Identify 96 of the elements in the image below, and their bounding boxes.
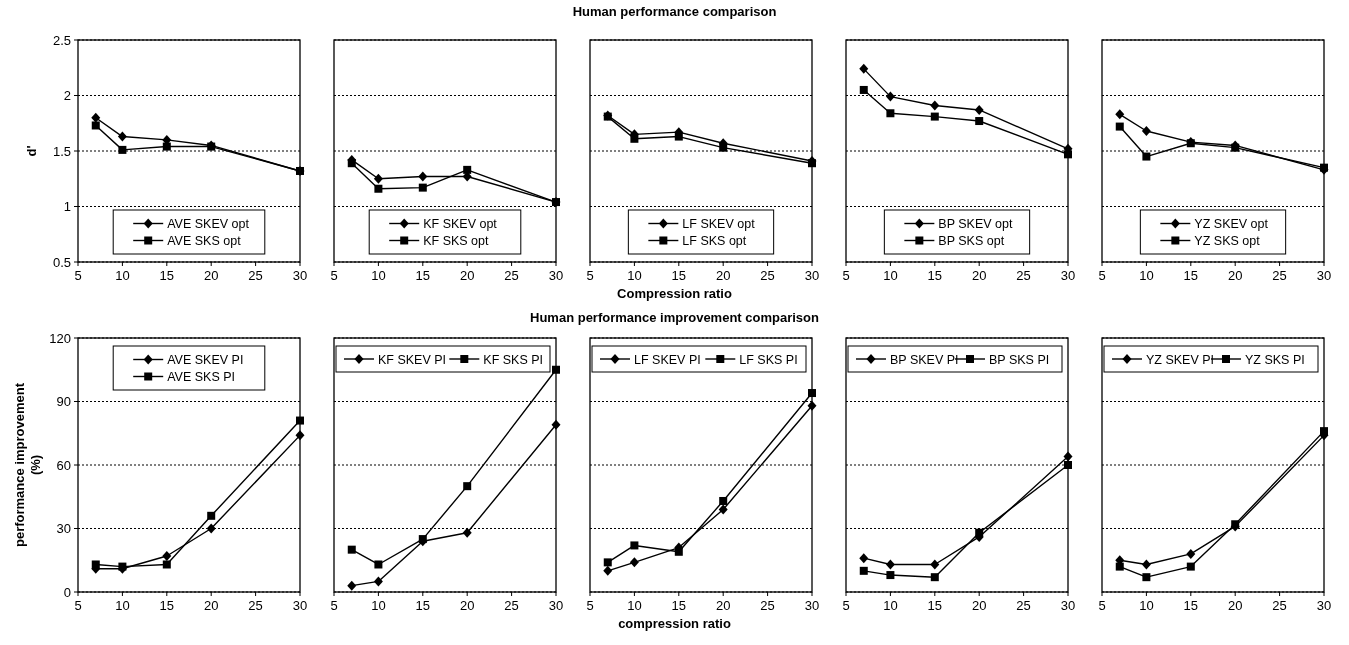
x-tick-label: 15: [927, 268, 943, 283]
y-tick-label: 2: [63, 88, 71, 103]
legend-label: LF SKEV PI: [634, 352, 701, 367]
chart-title: Human performance improvement comparison: [530, 310, 820, 325]
x-tick-label: 30: [292, 598, 308, 613]
x-tick-label: 25: [504, 268, 519, 283]
x-axis-title: compression ratio: [618, 616, 731, 631]
x-axis-title: Compression ratio: [617, 286, 732, 301]
legend-label: BP SKS PI: [989, 352, 1050, 367]
y-tick-label: 60: [56, 457, 71, 473]
x-tick-label: 25: [248, 598, 263, 613]
legend-label: LF SKS opt: [682, 234, 747, 248]
x-tick-label: 25: [760, 268, 775, 283]
x-tick-label: 25: [248, 268, 263, 283]
x-tick-label: 10: [115, 598, 130, 613]
x-tick-label: 30: [804, 598, 820, 613]
legend-label: LF SKS PI: [739, 352, 798, 367]
legend-label: AVE SKS opt: [167, 234, 242, 248]
y-axis-title: d': [24, 145, 39, 157]
x-tick-label: 5: [330, 268, 338, 283]
x-tick-label: 5: [1098, 268, 1106, 283]
x-tick-label: 20: [459, 598, 475, 613]
x-tick-label: 10: [115, 268, 130, 283]
x-tick-label: 5: [586, 598, 594, 613]
y-tick-label: 1.5: [52, 143, 71, 159]
y-tick-label: 90: [56, 394, 71, 409]
y-tick-label: 0.5: [52, 254, 71, 270]
x-tick-label: 5: [330, 598, 338, 613]
x-tick-label: 5: [842, 598, 850, 613]
x-tick-label: 5: [74, 268, 82, 283]
x-tick-label: 5: [74, 598, 82, 613]
x-tick-label: 25: [1272, 268, 1287, 283]
legend-label: YZ SKS PI: [1245, 352, 1305, 367]
x-tick-label: 10: [627, 268, 642, 283]
x-tick-label: 30: [804, 268, 820, 283]
legend-label: KF SKS PI: [483, 352, 544, 367]
y-tick-label: 1: [63, 199, 71, 214]
x-tick-label: 30: [1316, 268, 1332, 283]
y-tick-label: 0: [63, 584, 71, 600]
legend-label: AVE SKEV PI: [167, 353, 244, 367]
x-tick-label: 20: [1227, 598, 1243, 613]
y-tick-label: 120: [49, 330, 71, 346]
legend-label: YZ SKS opt: [1194, 234, 1261, 248]
legend-label: YZ SKEV opt: [1194, 217, 1269, 231]
x-tick-label: 10: [1139, 598, 1154, 613]
x-tick-label: 25: [760, 598, 775, 613]
x-tick-label: 5: [1098, 598, 1106, 613]
legend-label: LF SKEV opt: [682, 217, 756, 231]
x-tick-label: 25: [1016, 268, 1031, 283]
x-tick-label: 15: [927, 598, 943, 613]
x-tick-label: 20: [715, 598, 731, 613]
x-tick-label: 20: [1227, 268, 1243, 283]
legend-label: KF SKS opt: [423, 234, 490, 248]
x-tick-label: 20: [715, 268, 731, 283]
legend-label: AVE SKS PI: [167, 370, 236, 384]
x-tick-label: 15: [1183, 598, 1199, 613]
x-tick-label: 30: [1316, 598, 1332, 613]
x-tick-label: 30: [292, 268, 308, 283]
legend-label: BP SKEV PI: [890, 352, 959, 367]
x-tick-label: 25: [504, 598, 519, 613]
x-tick-label: 25: [1272, 598, 1287, 613]
x-tick-label: 30: [548, 598, 564, 613]
x-tick-label: 15: [159, 268, 175, 283]
x-tick-label: 10: [371, 598, 386, 613]
legend-label: BP SKEV opt: [938, 217, 1013, 231]
x-tick-label: 20: [203, 268, 219, 283]
y-axis-title: performance improvement (%): [12, 382, 43, 547]
x-tick-label: 15: [415, 598, 431, 613]
x-tick-label: 15: [1183, 268, 1199, 283]
legend-label: BP SKS opt: [938, 234, 1005, 248]
x-tick-label: 10: [883, 598, 898, 613]
x-tick-label: 15: [415, 268, 431, 283]
x-tick-label: 30: [1060, 268, 1076, 283]
x-tick-label: 5: [842, 268, 850, 283]
legend-label: KF SKEV opt: [423, 217, 498, 231]
x-tick-label: 10: [883, 268, 898, 283]
x-tick-label: 10: [1139, 268, 1154, 283]
x-tick-label: 20: [971, 268, 987, 283]
x-tick-label: 25: [1016, 598, 1031, 613]
x-tick-label: 15: [671, 268, 687, 283]
x-tick-label: 20: [459, 268, 475, 283]
x-tick-label: 10: [371, 268, 386, 283]
x-tick-label: 5: [586, 268, 594, 283]
x-tick-label: 15: [671, 598, 687, 613]
x-tick-label: 20: [203, 598, 219, 613]
x-tick-label: 15: [159, 598, 175, 613]
chart-title: Human performance comparison: [572, 4, 777, 19]
y-tick-label: 30: [56, 521, 71, 536]
legend-label: AVE SKEV opt: [167, 217, 250, 231]
x-tick-label: 20: [971, 598, 987, 613]
x-tick-label: 30: [548, 268, 564, 283]
x-tick-label: 30: [1060, 598, 1076, 613]
legend-label: KF SKEV PI: [378, 352, 447, 367]
legend-label: YZ SKEV PI: [1146, 352, 1215, 367]
y-tick-label: 2.5: [52, 32, 71, 48]
x-tick-label: 10: [627, 598, 642, 613]
